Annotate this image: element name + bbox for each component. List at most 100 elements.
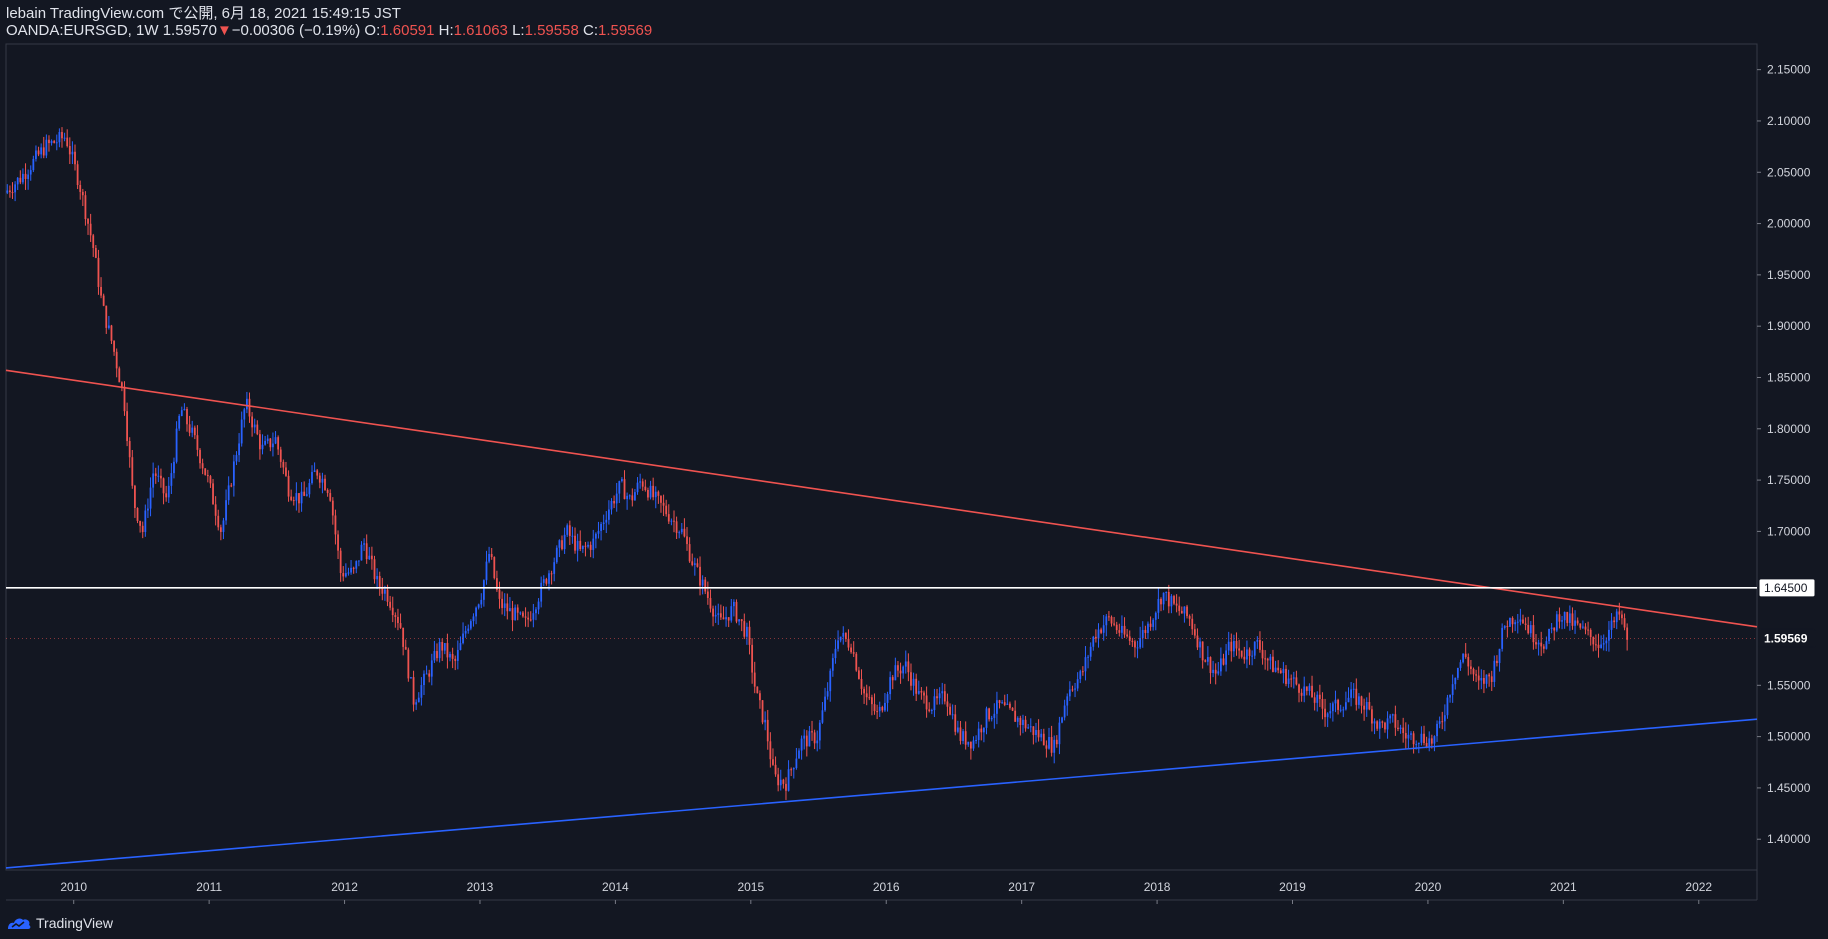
candle <box>1477 666 1480 690</box>
candle <box>735 599 738 624</box>
candle <box>412 670 415 712</box>
candle <box>485 550 488 585</box>
candle <box>1290 674 1293 688</box>
candle <box>1165 591 1168 601</box>
candle-body <box>425 673 428 675</box>
candle-body <box>1274 667 1277 672</box>
candle <box>1438 716 1441 729</box>
candle-body <box>600 523 602 531</box>
candle-body <box>852 652 855 654</box>
candle-body <box>777 774 780 786</box>
candle-body <box>480 599 483 605</box>
candle <box>365 534 368 564</box>
y-tick-label: 1.95000 <box>1767 268 1811 282</box>
candle-body <box>516 607 519 613</box>
candle-body <box>1503 626 1506 628</box>
candle-body <box>423 673 425 686</box>
candle <box>920 687 923 700</box>
candle <box>722 606 725 620</box>
candle-body <box>167 485 170 498</box>
candle-body <box>326 489 329 494</box>
candle <box>285 461 287 477</box>
candle-body <box>290 496 293 501</box>
candle <box>1183 606 1186 623</box>
candle-body <box>165 493 168 498</box>
candle-body <box>279 449 282 462</box>
candle <box>94 244 97 259</box>
candle <box>662 494 665 517</box>
candle <box>245 391 248 414</box>
candle-body <box>1212 669 1214 674</box>
candle <box>212 478 214 505</box>
candle-body <box>144 510 147 533</box>
candle <box>782 778 785 789</box>
candle <box>19 170 22 185</box>
plot-frame <box>5 43 1758 871</box>
candle-body <box>183 409 186 411</box>
candles-layer <box>6 127 1629 800</box>
candle <box>878 701 881 717</box>
candle <box>1394 705 1397 736</box>
candle-body <box>1391 714 1394 716</box>
candle-body <box>714 614 717 617</box>
candle-body <box>1266 658 1269 661</box>
candle-body <box>1483 677 1485 684</box>
candle <box>24 163 27 190</box>
candle <box>1001 700 1004 704</box>
candle-body <box>441 641 444 651</box>
symbol-label[interactable]: OANDA:EURSGD, 1W <box>6 22 159 39</box>
candle <box>240 411 243 447</box>
candle-body <box>1371 709 1373 724</box>
candle-body <box>485 561 488 581</box>
candle-body <box>1490 676 1493 682</box>
candle <box>555 545 558 564</box>
candle-body <box>120 382 123 387</box>
candle-body <box>1222 658 1225 665</box>
candle <box>261 434 264 455</box>
candle <box>834 639 837 664</box>
candle <box>97 249 100 295</box>
candle-body <box>597 530 600 534</box>
candle <box>566 523 569 537</box>
candle-body <box>344 573 347 577</box>
candle-body <box>337 534 339 551</box>
candle-body <box>74 151 76 165</box>
candle-body <box>1128 636 1131 641</box>
candle-body <box>1209 657 1212 674</box>
candle <box>584 541 587 557</box>
candle-body <box>1485 674 1488 684</box>
candle <box>1233 634 1235 658</box>
support-trendline <box>5 718 1758 869</box>
candle-body <box>1446 697 1449 716</box>
y-tick-label: 1.40000 <box>1767 832 1811 846</box>
candle <box>342 566 345 582</box>
candle <box>1251 650 1254 666</box>
close-value: 1.59569 <box>597 22 653 39</box>
candle-body <box>761 700 764 723</box>
candle <box>436 643 438 662</box>
candle-body <box>1589 629 1592 638</box>
footer-brand[interactable]: TradingView <box>6 915 113 931</box>
candle-body <box>1165 591 1168 593</box>
candle-body <box>855 653 858 671</box>
candle <box>1571 607 1574 630</box>
candle-body <box>1180 610 1183 614</box>
candle-body <box>378 576 381 587</box>
candle-body <box>1251 655 1254 657</box>
candle-body <box>847 638 850 648</box>
candle <box>1037 719 1040 742</box>
candle <box>790 767 793 777</box>
candle <box>628 494 631 500</box>
candle <box>191 420 194 438</box>
candle-body <box>357 560 360 562</box>
candle-body <box>1449 694 1451 698</box>
candle-body <box>576 540 579 551</box>
candle-body <box>964 731 967 745</box>
candle <box>45 134 48 159</box>
candle <box>1537 639 1540 656</box>
x-tick-label: 2015 <box>737 880 764 894</box>
candle-body <box>975 739 977 741</box>
candle <box>1548 628 1550 645</box>
candle-body <box>1462 653 1464 663</box>
